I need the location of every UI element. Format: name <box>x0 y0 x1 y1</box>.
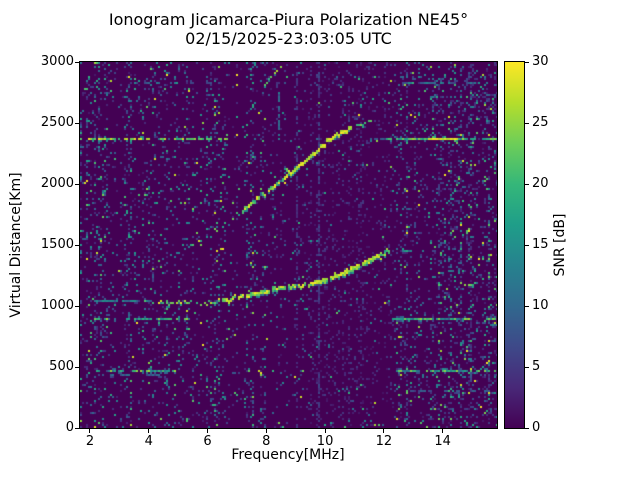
x-tick-label: 2 <box>85 434 95 449</box>
y-tick-mark <box>75 305 79 307</box>
colorbar-tick-label: 10 <box>532 298 549 313</box>
x-tick-label: 14 <box>434 434 451 449</box>
colorbar-tick-label: 5 <box>532 359 541 374</box>
x-axis-label: Frequency[MHz] <box>231 447 345 463</box>
x-tick-mark <box>148 429 150 433</box>
x-tick-mark <box>207 429 209 433</box>
x-tick-label: 12 <box>375 434 393 449</box>
x-tick-mark <box>383 429 385 433</box>
y-tick-label: 500 <box>49 359 74 374</box>
colorbar-tick-label: 0 <box>532 420 541 435</box>
colorbar-tick-mark <box>525 244 529 246</box>
chart-title-line2: 02/15/2025-23:03:05 UTC <box>185 29 392 48</box>
x-tick-label: 8 <box>262 434 271 449</box>
y-tick-label: 1000 <box>40 298 74 313</box>
colorbar-tick-mark <box>525 366 529 368</box>
chart-title-line1: Ionogram Jicamarca-Piura Polarization NE… <box>108 10 469 29</box>
colorbar-label: SNR [dB] <box>552 213 568 277</box>
colorbar <box>504 61 525 429</box>
colorbar-tick-mark <box>525 305 529 307</box>
colorbar-tick-label: 30 <box>532 54 549 69</box>
y-axis-label: Virtual Distance[Km] <box>8 172 24 318</box>
y-tick-mark <box>75 427 79 429</box>
y-tick-mark <box>75 244 79 246</box>
x-tick-mark <box>89 429 91 433</box>
y-tick-mark <box>75 183 79 185</box>
x-tick-mark <box>265 429 267 433</box>
chart-title: Ionogram Jicamarca-Piura Polarization NE… <box>0 10 577 48</box>
x-tick-mark <box>442 429 444 433</box>
colorbar-tick-label: 20 <box>532 176 549 191</box>
y-tick-mark <box>75 122 79 124</box>
y-tick-label: 3000 <box>40 54 74 69</box>
colorbar-tick-mark <box>525 183 529 185</box>
x-tick-label: 10 <box>316 434 334 449</box>
colorbar-tick-mark <box>525 427 529 429</box>
plot-area <box>79 61 498 429</box>
x-tick-label: 4 <box>144 434 153 449</box>
colorbar-tick-mark <box>525 61 529 63</box>
y-tick-label: 0 <box>65 420 74 435</box>
colorbar-tick-mark <box>525 122 529 124</box>
y-tick-mark <box>75 366 79 368</box>
colorbar-tick-label: 15 <box>532 237 549 252</box>
y-tick-label: 1500 <box>40 237 74 252</box>
x-tick-label: 6 <box>203 434 212 449</box>
y-tick-label: 2000 <box>40 176 74 191</box>
y-tick-label: 2500 <box>40 115 74 130</box>
colorbar-tick-label: 25 <box>532 115 549 130</box>
heatmap-canvas <box>80 62 497 428</box>
y-tick-mark <box>75 61 79 63</box>
x-tick-mark <box>324 429 326 433</box>
